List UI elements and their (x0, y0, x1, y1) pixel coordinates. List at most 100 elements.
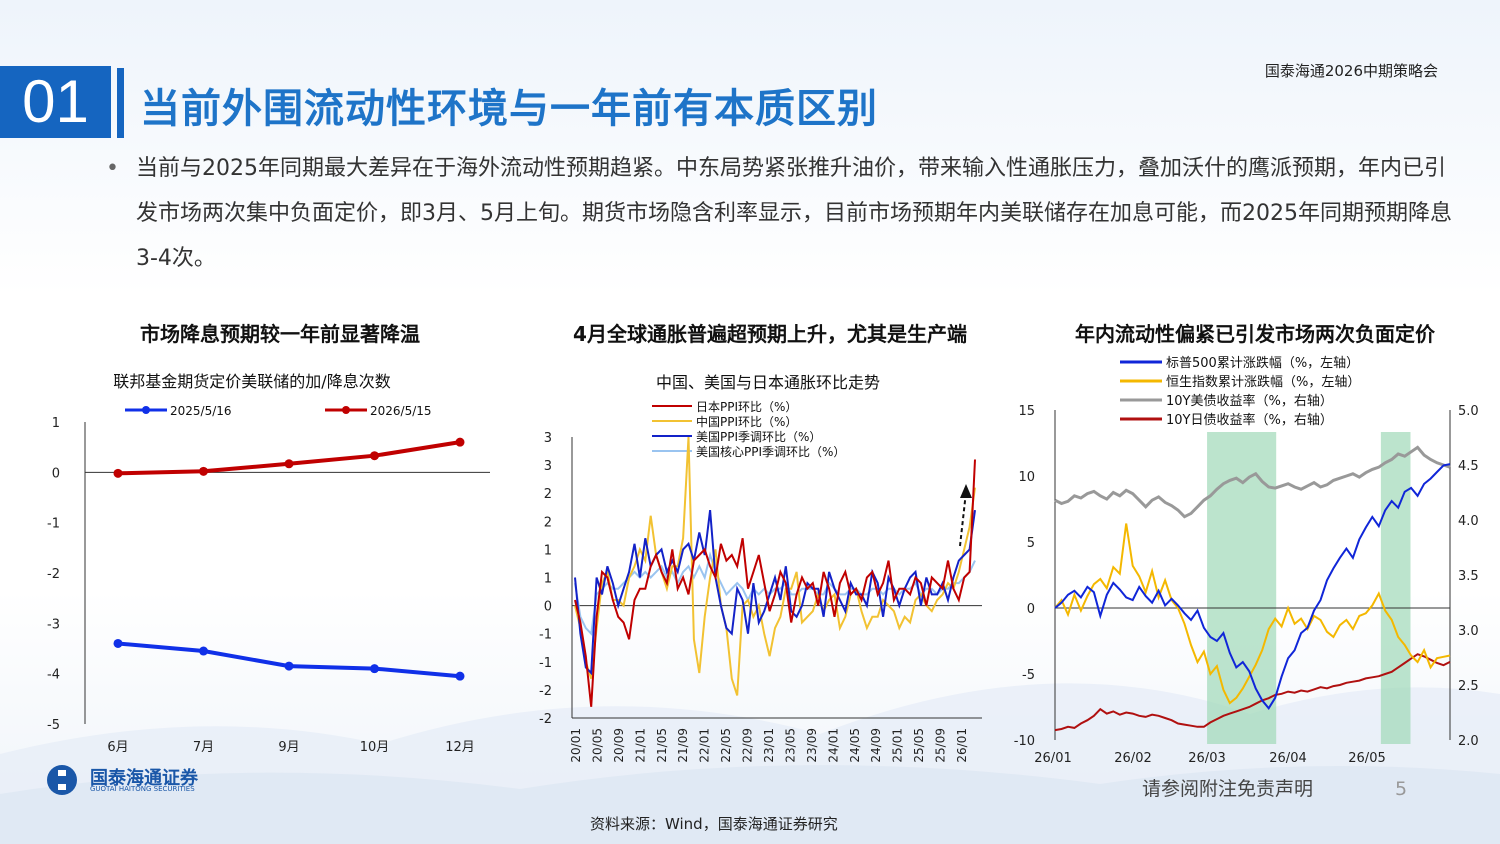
chart3-shaded-period (1380, 432, 1411, 744)
chart2-ytick: 3 (544, 431, 552, 446)
page-number: 5 (1395, 778, 1408, 800)
chart2-ytick: -1 (539, 656, 552, 671)
chart2-series-line (574, 509, 976, 676)
chart3-ytick-right: 5.0 (1458, 404, 1479, 419)
chart2-xtick: 23/01 (762, 728, 776, 763)
chart2-xtick: 23/09 (805, 728, 819, 763)
chart1-ytick: -4 (47, 668, 60, 683)
chart3-heading: 年内流动性偏紧已引发市场两次负面定价 (1075, 322, 1435, 346)
chart3-xtick: 26/05 (1348, 751, 1385, 766)
chart-liquidity-pricing: 15 10 5 0 -5 -10 5.0 4.5 4.0 3.5 3.0 2.5 2.0 26/01 26/… (1014, 355, 1479, 766)
bullet-text: 当前与2025年同期最大差异在于海外流动性预期趋紧。中东局势紧张推升油价，带来输… (136, 156, 1452, 271)
chart1-heading: 市场降息预期较一年前显著降温 (140, 322, 420, 346)
chart1-data-point (199, 646, 208, 656)
logo-subtitle: GUOTAI HAITONG SECURITIES (90, 785, 195, 793)
chart1-data-point (113, 468, 123, 478)
chart-inflation-mom: 中国、美国与日本通胀环比走势 3 3 2 2 1 1 0 -1 -1 -2 -2 20/01 20/05 2… (539, 373, 982, 763)
chart2-arrow-head-icon (960, 484, 972, 498)
chart2-xtick: 24/05 (848, 728, 862, 763)
bullet-icon: • (106, 156, 119, 181)
chart3-ytick-left: -5 (1022, 668, 1035, 683)
chart3-legend-label: 标普500累计涨跌幅（%，左轴） (1166, 355, 1359, 371)
chart3-legend-label: 10Y美债收益率（%，右轴） (1166, 393, 1333, 409)
chart3-ytick-right: 4.5 (1458, 459, 1479, 474)
chart1-xtick: 9月 (278, 740, 299, 755)
logo-mark-icon (47, 765, 77, 795)
chart3-xtick: 26/02 (1114, 751, 1151, 766)
chart3-series-line (1054, 463, 1451, 711)
chart2-xtick: 25/01 (891, 728, 905, 763)
chart2-ytick: 1 (544, 572, 552, 587)
chart1-legend-marker (342, 406, 350, 414)
chart1-data-point (284, 661, 294, 671)
chart2-xtick: 22/01 (698, 728, 712, 763)
chart1-data-point (113, 638, 123, 648)
chart3-ytick-left: 5 (1027, 536, 1035, 551)
chart3-ytick-right: 4.0 (1458, 514, 1479, 529)
section-number: 01 (0, 66, 111, 138)
chart2-xtick: 20/01 (569, 728, 583, 763)
chart2-xtick: 23/05 (783, 728, 797, 763)
chart2-heading: 4月全球通胀普遍超预期上升，尤其是生产端 (573, 322, 967, 346)
company-logo: 国泰海通证券 GUOTAI HAITONG SECURITIES (44, 764, 224, 804)
chart1-xtick: 7月 (193, 740, 214, 755)
chart2-arrow-shaft (959, 491, 967, 547)
chart1-legend-label: 2025/5/16 (170, 404, 232, 418)
chart1-data-point (455, 437, 465, 447)
chart2-ytick: 0 (544, 600, 552, 615)
chart2-xtick: 26/01 (955, 728, 969, 763)
chart3-legend-label: 10Y日债收益率（%，右轴） (1166, 412, 1333, 428)
disclaimer-link[interactable]: 请参阅附注免责声明 (1142, 778, 1314, 800)
chart2-xtick: 21/05 (655, 728, 669, 763)
chart2-xtick: 25/09 (934, 728, 948, 763)
chart3-xtick: 26/04 (1269, 751, 1306, 766)
chart3-series-line (1054, 445, 1451, 519)
chart1-data-point (199, 466, 208, 476)
chart3-xtick: 26/01 (1034, 751, 1071, 766)
chart1-xtick: 12月 (445, 740, 475, 755)
chart3-ytick-left: 10 (1018, 470, 1035, 485)
chart2-ytick: 1 (544, 543, 552, 558)
chart3-series-line (1054, 653, 1451, 732)
chart-rate-expectations: 联邦基金期货定价美联储的加/降息次数 1 0 -1 -2 -3 -4 -5 6月 7月 9月 10月 1… (47, 372, 490, 755)
chart2-xtick: 21/01 (633, 728, 647, 763)
chart1-xtick: 6月 (107, 740, 128, 755)
chart3-ytick-left: -10 (1014, 734, 1035, 749)
chart1-ytick: -2 (47, 567, 60, 582)
chart1-ytick: 1 (52, 416, 60, 431)
chart1-legend-label: 2026/5/15 (370, 404, 432, 418)
chart2-ytick: 2 (544, 487, 552, 502)
chart2-ytick: -2 (539, 712, 552, 727)
chart1-series-line (117, 641, 461, 679)
chart3-ytick-right: 3.0 (1458, 624, 1479, 639)
logo-name: 国泰海通证券 (90, 768, 198, 789)
chart2-ytick: 3 (544, 459, 552, 474)
chart1-data-point (370, 664, 379, 674)
chart1-data-point (370, 451, 379, 461)
chart1-ytick: 0 (52, 466, 60, 481)
chart3-series-line (1054, 523, 1451, 705)
chart2-xtick: 24/09 (869, 728, 883, 763)
bullet-paragraph: • 当前与2025年同期最大差异在于海外流动性预期趋紧。中东局势紧张推升油价，带… (106, 146, 1456, 281)
chart2-ytick: -2 (539, 684, 552, 699)
chart2-series-line (574, 551, 976, 636)
chart3-legend-label: 恒生指数累计涨跌幅（%，左轴） (1166, 374, 1360, 390)
chart2-xtick: 20/09 (612, 728, 626, 763)
chart3-ytick-right: 3.5 (1458, 569, 1479, 584)
chart2-xtick: 22/09 (741, 728, 755, 763)
chart1-series-line (117, 440, 461, 476)
chart3-ytick-right: 2.0 (1458, 734, 1479, 749)
chart1-legend-marker (142, 406, 150, 414)
section-divider (117, 68, 124, 138)
chart1-ytick: -3 (47, 617, 60, 632)
chart3-ytick-left: 15 (1018, 404, 1035, 419)
chart2-legend-label: 日本PPI环比（%） (696, 400, 797, 414)
chart2-xtick: 21/09 (676, 728, 690, 763)
page-title: 当前外围流动性环境与一年前有本质区别 (140, 86, 878, 132)
chart2-legend-label: 美国PPI季调环比（%） (696, 430, 821, 444)
chart2-ytick: -1 (539, 628, 552, 643)
chart2-ytick: 2 (544, 515, 552, 530)
chart2-legend-label: 中国PPI环比（%） (696, 414, 797, 429)
chart1-ytick: -5 (47, 718, 60, 733)
chart3-xtick: 26/03 (1188, 751, 1225, 766)
